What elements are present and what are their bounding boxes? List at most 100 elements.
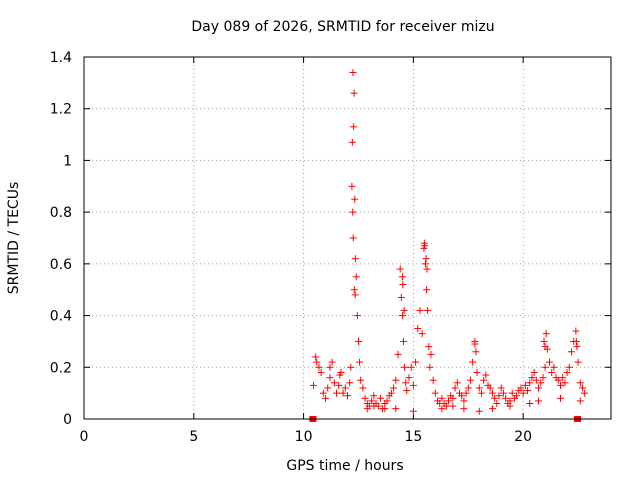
data-point: [427, 350, 435, 358]
data-point: [407, 363, 415, 371]
data-point: [565, 363, 573, 371]
data-points: [309, 69, 589, 422]
data-point: [466, 376, 474, 384]
plot-frame: [83, 56, 612, 420]
data-point: [392, 376, 400, 384]
data-point: [398, 312, 406, 320]
data-point: [576, 397, 584, 405]
data-point: [348, 138, 356, 146]
y-tick-label: 1.2: [50, 102, 72, 118]
data-point: [409, 407, 417, 415]
data-point: [376, 394, 384, 402]
data-point: [438, 405, 446, 413]
data-point: [399, 281, 407, 289]
y-tick-label: 0.8: [50, 205, 72, 221]
data-point: [363, 405, 371, 413]
data-point: [464, 384, 472, 392]
data-point: [356, 358, 364, 366]
data-point: [429, 376, 437, 384]
data-point: [521, 381, 529, 389]
data-point: [480, 376, 488, 384]
y-tick-label: 0.2: [50, 360, 72, 376]
data-point: [383, 397, 391, 405]
data-point: [409, 381, 417, 389]
data-point: [495, 392, 503, 400]
data-point: [460, 397, 468, 405]
data-point: [424, 306, 432, 314]
data-point: [351, 195, 359, 203]
data-point: [576, 379, 584, 387]
data-point: [556, 394, 564, 402]
data-point: [414, 325, 422, 332]
data-point: [322, 394, 330, 402]
data-point: [326, 374, 334, 382]
ticks: 0 5 10 15 20 0 0.2 0.4 0.6 0.8 1 1.2 1.4: [50, 50, 611, 445]
data-point: [573, 343, 581, 351]
data-point: [335, 381, 343, 389]
data-point: [352, 273, 360, 281]
data-point: [550, 363, 558, 371]
data-point: [499, 389, 507, 397]
x-axis-label: GPS time / hours: [286, 458, 403, 474]
data-point: [349, 234, 357, 242]
y-tick-label: 0.6: [50, 257, 72, 273]
data-point: [563, 368, 571, 376]
data-point: [324, 384, 332, 392]
data-point: [526, 399, 534, 407]
data-point: [423, 265, 431, 273]
data-point: [309, 381, 317, 389]
data-point: [392, 405, 400, 413]
data-point: [488, 389, 496, 397]
data-point: [425, 343, 433, 351]
data-point: [405, 374, 413, 382]
data-point: [572, 337, 580, 345]
data-point: [526, 379, 534, 387]
data-point: [471, 337, 479, 345]
data-point: [486, 384, 494, 392]
y-tick-label: 0: [63, 412, 72, 428]
data-point: [535, 397, 543, 405]
data-point: [460, 405, 468, 413]
data-point: [493, 399, 501, 407]
data-point: [541, 343, 549, 351]
data-point: [341, 384, 349, 392]
x-tick-label: 20: [514, 429, 532, 445]
data-point: [431, 389, 439, 397]
data-point: [317, 368, 325, 376]
data-point: [328, 358, 336, 366]
data-point: [350, 123, 358, 131]
data-point: [326, 363, 334, 371]
data-point: [351, 291, 359, 299]
data-point: [469, 358, 477, 366]
data-point: [517, 384, 525, 392]
data-point: [426, 363, 434, 371]
data-point: [532, 376, 540, 384]
y-axis-label: SRMTID / TECUs: [6, 182, 22, 295]
data-point: [336, 371, 344, 379]
data-point: [475, 407, 483, 415]
grid: [84, 57, 611, 419]
y-tick-label: 1.4: [50, 50, 72, 66]
data-point: [537, 379, 545, 387]
data-point: [370, 402, 378, 410]
data-point: [403, 387, 411, 395]
data-point: [548, 368, 556, 376]
data-point: [546, 358, 554, 366]
data-point: [349, 208, 357, 216]
data-point: [349, 69, 357, 77]
data-point: [535, 384, 543, 392]
data-point: [438, 394, 446, 402]
data-point: [445, 397, 453, 405]
data-point: [539, 374, 547, 382]
data-point: [346, 379, 354, 387]
data-point: [524, 387, 532, 395]
data-point: [412, 358, 420, 366]
data-point: [396, 265, 404, 273]
y-tick-label: 1: [63, 153, 72, 169]
data-point: [581, 389, 589, 397]
data-point: [567, 348, 575, 356]
data-point: [351, 255, 359, 263]
data-point: [488, 405, 496, 413]
data-point: [482, 371, 490, 379]
